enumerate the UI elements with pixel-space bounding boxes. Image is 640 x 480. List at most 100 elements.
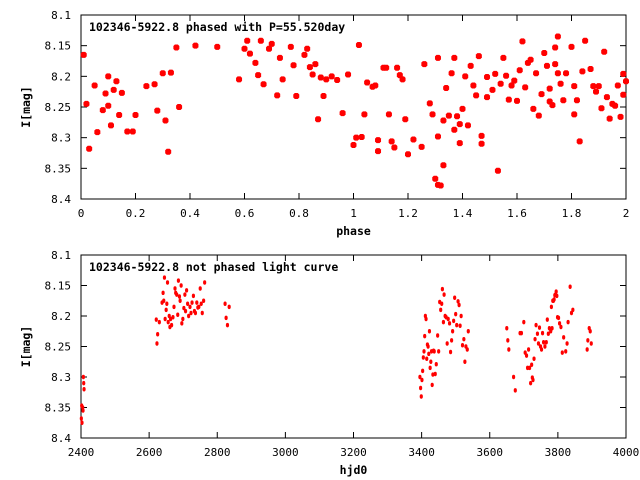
unphased-y-tick-label: 8.1 <box>51 249 71 262</box>
unphased-data-point <box>171 314 175 320</box>
unphased-data-point <box>162 275 167 280</box>
phased-data-point <box>421 61 428 68</box>
phased-data-point <box>323 76 330 83</box>
unphased-data-point <box>586 338 590 343</box>
phased-data-point <box>162 117 169 124</box>
unphased-data-point <box>452 318 456 324</box>
unphased-data-point <box>571 307 575 313</box>
phased-data-point <box>454 113 461 120</box>
unphased-data-point <box>524 353 529 358</box>
phased-data-point <box>279 76 286 83</box>
unphased-data-point <box>431 372 435 377</box>
unphased-y-tick-label: 8.25 <box>45 341 72 354</box>
unphased-data-point <box>462 336 466 342</box>
unphased-data-point <box>178 298 182 303</box>
unphased-data-point <box>529 380 533 386</box>
unphased-data-point <box>454 311 458 317</box>
unphased-data-point <box>455 322 459 328</box>
unphased-data-point <box>453 295 457 300</box>
unphased-x-tick-label: 2600 <box>136 446 163 459</box>
phased-data-point <box>533 70 540 77</box>
phased-data-point <box>470 82 477 89</box>
unphased-data-point <box>195 300 199 305</box>
unphased-data-point <box>420 377 424 383</box>
phased-data-point <box>394 64 401 71</box>
phased-data-point <box>573 97 580 104</box>
phased-data-point <box>176 104 183 110</box>
phased-data-point <box>426 100 433 107</box>
phased-data-point <box>132 111 139 118</box>
phased-x-tick-label: 0 <box>78 207 85 220</box>
phased-data-point <box>508 82 515 89</box>
unphased-data-point <box>200 310 204 316</box>
unphased-data-point <box>506 338 510 343</box>
unphased-data-point <box>532 356 536 361</box>
phased-data-point <box>434 54 441 61</box>
phased-data-point <box>159 70 166 77</box>
phased-data-point <box>80 51 87 58</box>
unphased-data-point <box>552 297 556 302</box>
unphased-data-point <box>419 394 423 399</box>
unphased-data-point <box>162 298 166 303</box>
phased-data-point <box>606 115 613 122</box>
unphased-data-point <box>545 317 549 322</box>
phased-y-axis-label: I[mag] <box>19 86 33 128</box>
unphased-data-point <box>170 322 174 328</box>
unphased-data-point <box>191 293 196 299</box>
phased-data-point <box>434 133 441 140</box>
unphased-data-point <box>535 331 540 336</box>
unphased-data-point <box>193 310 198 316</box>
phased-data-point <box>538 91 545 98</box>
unphased-x-tick-label: 4000 <box>613 446 640 459</box>
phased-data-point <box>579 68 586 75</box>
phased-data-point <box>276 54 283 61</box>
unphased-data-point <box>82 386 86 392</box>
phased-data-point <box>478 140 485 147</box>
phased-data-point <box>429 111 436 118</box>
phased-data-point <box>494 167 501 174</box>
unphased-data-point <box>459 313 463 319</box>
phased-data-point <box>383 64 390 71</box>
unphased-data-point <box>165 280 170 285</box>
phased-data-point <box>535 112 542 119</box>
phased-data-point <box>102 90 109 97</box>
phased-data-point <box>287 43 294 50</box>
unphased-data-point <box>164 307 168 313</box>
unphased-data-point <box>181 316 185 322</box>
unphased-data-point <box>446 316 450 322</box>
unphased-data-point <box>82 380 86 386</box>
phased-data-point <box>255 72 262 79</box>
unphased-data-point <box>585 347 589 352</box>
phased-data-point <box>165 148 172 155</box>
phased-x-axis-label: phase <box>336 224 371 238</box>
phased-data-point <box>500 54 507 61</box>
unphased-data-point <box>199 301 203 307</box>
unphased-data-point <box>80 420 84 425</box>
unphased-data-point <box>198 286 202 291</box>
unphased-x-tick-label: 2800 <box>204 446 231 459</box>
unphased-data-point <box>530 362 534 368</box>
unphased-data-point <box>554 289 558 294</box>
phased-data-point <box>418 143 425 150</box>
unphased-data-point <box>434 361 438 367</box>
phased-data-point <box>527 56 534 63</box>
unphased-data-point <box>562 335 566 340</box>
phased-x-tick-label: 0.2 <box>126 207 146 220</box>
unphased-data-point <box>536 341 541 346</box>
phased-data-point <box>309 71 316 78</box>
unphased-data-point <box>544 339 548 345</box>
unphased-data-point <box>519 330 524 336</box>
phased-data-point <box>571 83 578 90</box>
phased-data-point <box>410 136 417 143</box>
unphased-data-point <box>183 308 188 314</box>
phased-data-point <box>94 129 101 136</box>
unphased-light-curve-panel: 2400 2600 2800 3000 3200 3400 3600 3800 4000 8.1 8… <box>19 249 639 477</box>
phased-data-point <box>541 50 548 57</box>
unphased-x-tick-label: 3800 <box>545 446 572 459</box>
unphased-data-point <box>425 356 429 361</box>
phased-x-tick-label: 0.4 <box>180 207 200 220</box>
phased-data-point <box>503 72 510 79</box>
unphased-data-point <box>430 382 434 388</box>
phased-data-point <box>91 82 98 89</box>
